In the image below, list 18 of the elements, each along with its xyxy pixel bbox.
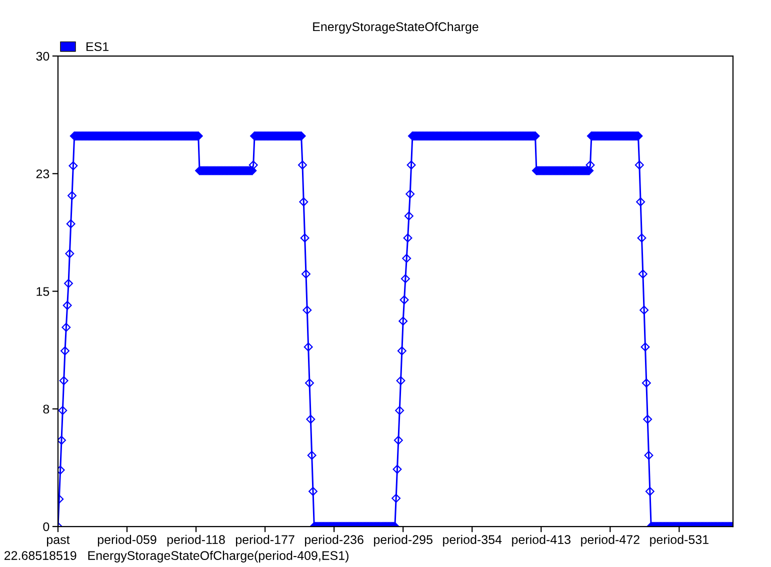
y-tick-label: 15 [36, 287, 50, 296]
x-tick-label: period-354 [443, 534, 502, 546]
text: 22.68518519 EnergyStorageStateOfCharge(period-409,ES1) [4, 550, 348, 562]
x-tick-label: period-295 [374, 534, 432, 546]
legend-label: ES1 [86, 42, 108, 52]
x-tick-label: period-059 [98, 534, 156, 546]
y-tick-label: 30 [36, 52, 50, 61]
x-tick-label: period-413 [512, 534, 570, 546]
x-tick-label: period-236 [304, 534, 364, 546]
x-tick-label: period-531 [650, 534, 708, 546]
x-tick-label: period-472 [581, 534, 640, 546]
y-tick-label: 8 [43, 404, 50, 414]
y-tick-label: 23 [36, 169, 50, 178]
y-tick-label: 0 [43, 522, 50, 532]
x-tick-label: past [46, 536, 70, 546]
x-tick-label: period-177 [236, 534, 294, 546]
chart-title: EnergyStorageStateOfCharge [313, 22, 478, 34]
x-tick-label: period-118 [167, 534, 225, 546]
